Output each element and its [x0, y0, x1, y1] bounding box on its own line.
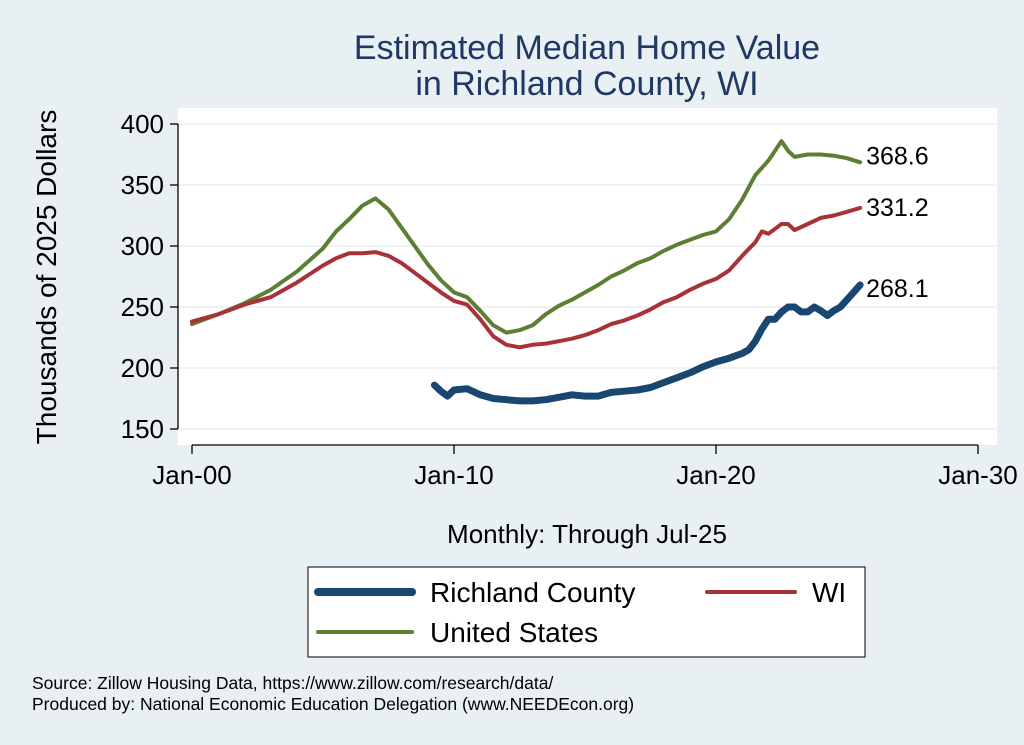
y-tick-label: 250	[121, 292, 164, 322]
end-label-richland-county: 268.1	[866, 275, 929, 303]
chart-title-line-1: Estimated Median Home Value	[354, 29, 820, 67]
legend-box	[307, 566, 866, 658]
x-tick-label: Jan-20	[676, 460, 756, 490]
y-axis: 150 200 250 300 350 400	[121, 109, 179, 444]
series-line-richland-county	[430, 281, 864, 405]
source-line: Source: Zillow Housing Data, https://www…	[32, 673, 553, 693]
x-tick-label: Jan-00	[152, 460, 232, 490]
series-line-wi	[190, 205, 863, 350]
end-labels: 368.6 331.2 268.1	[866, 142, 929, 303]
produced-by-line: Produced by: National Economic Education…	[32, 694, 634, 714]
series-group	[190, 139, 864, 405]
legend: Richland County WI United States	[314, 577, 846, 648]
y-tick-label: 350	[121, 170, 164, 200]
legend-label-richland-county: Richland County	[430, 577, 635, 608]
grid-lines	[178, 123, 997, 430]
end-label-wi: 331.2	[866, 194, 929, 222]
x-tick-label: Jan-30	[938, 460, 1018, 490]
y-tick-label: 400	[121, 109, 164, 139]
series-line-united-states	[190, 139, 863, 335]
y-tick-label: 300	[121, 231, 164, 261]
x-axis-note: Monthly: Through Jul-25	[447, 519, 727, 549]
x-tick-label: Jan-10	[414, 460, 494, 490]
y-tick-label: 200	[121, 353, 164, 383]
y-axis-title: Thousands of 2025 Dollars	[31, 110, 62, 445]
chart-title-line-2: in Richland County, WI	[415, 65, 758, 103]
legend-label-wi: WI	[812, 577, 846, 608]
x-axis: Jan-00 Jan-10 Jan-20 Jan-30	[152, 444, 1018, 490]
y-tick-label: 150	[121, 414, 164, 444]
legend-label-united-states: United States	[430, 617, 598, 648]
end-label-united-states: 368.6	[866, 142, 929, 170]
